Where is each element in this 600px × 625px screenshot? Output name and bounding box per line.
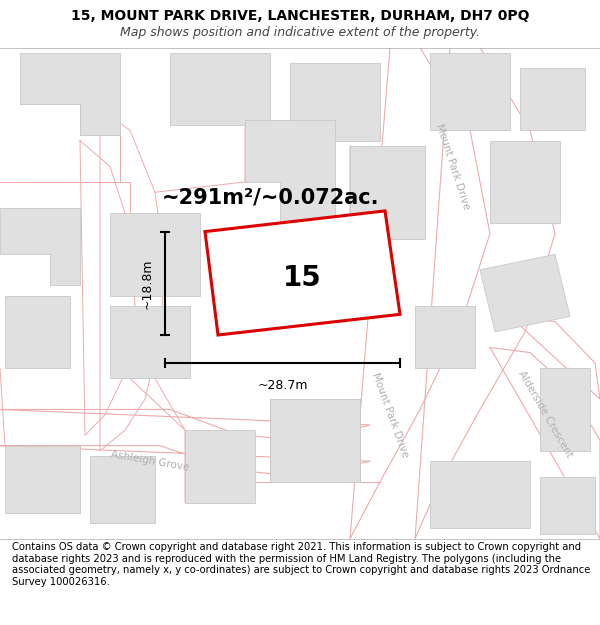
Polygon shape <box>490 141 560 223</box>
Polygon shape <box>185 430 255 502</box>
Text: 15: 15 <box>283 264 322 292</box>
Text: Map shows position and indicative extent of the property.: Map shows position and indicative extent… <box>120 26 480 39</box>
Polygon shape <box>430 52 510 130</box>
Polygon shape <box>540 368 590 451</box>
Polygon shape <box>205 211 400 335</box>
Polygon shape <box>430 461 530 528</box>
Polygon shape <box>270 399 360 482</box>
Polygon shape <box>5 446 80 513</box>
Polygon shape <box>540 477 595 534</box>
Text: ~291m²/~0.072ac.: ~291m²/~0.072ac. <box>161 188 379 208</box>
Polygon shape <box>170 52 270 125</box>
Text: Contains OS data © Crown copyright and database right 2021. This information is : Contains OS data © Crown copyright and d… <box>12 542 590 587</box>
Polygon shape <box>350 146 425 239</box>
Polygon shape <box>415 306 475 368</box>
Polygon shape <box>20 52 120 136</box>
Polygon shape <box>5 296 70 368</box>
Text: Alderside Crescent: Alderside Crescent <box>516 369 574 460</box>
Text: Ashleigh Grove: Ashleigh Grove <box>110 449 190 473</box>
Polygon shape <box>480 254 570 332</box>
Polygon shape <box>110 306 190 379</box>
Text: Mount Park Drive: Mount Park Drive <box>434 122 472 211</box>
Polygon shape <box>90 456 155 523</box>
Polygon shape <box>110 213 200 296</box>
Text: 15, MOUNT PARK DRIVE, LANCHESTER, DURHAM, DH7 0PQ: 15, MOUNT PARK DRIVE, LANCHESTER, DURHAM… <box>71 9 529 24</box>
Polygon shape <box>290 63 380 141</box>
Polygon shape <box>0 208 80 286</box>
Text: ~28.7m: ~28.7m <box>257 379 308 392</box>
Text: ~18.8m: ~18.8m <box>140 258 154 309</box>
Text: Mount Park Drive: Mount Park Drive <box>370 371 410 459</box>
Polygon shape <box>520 68 585 130</box>
Polygon shape <box>245 120 335 229</box>
